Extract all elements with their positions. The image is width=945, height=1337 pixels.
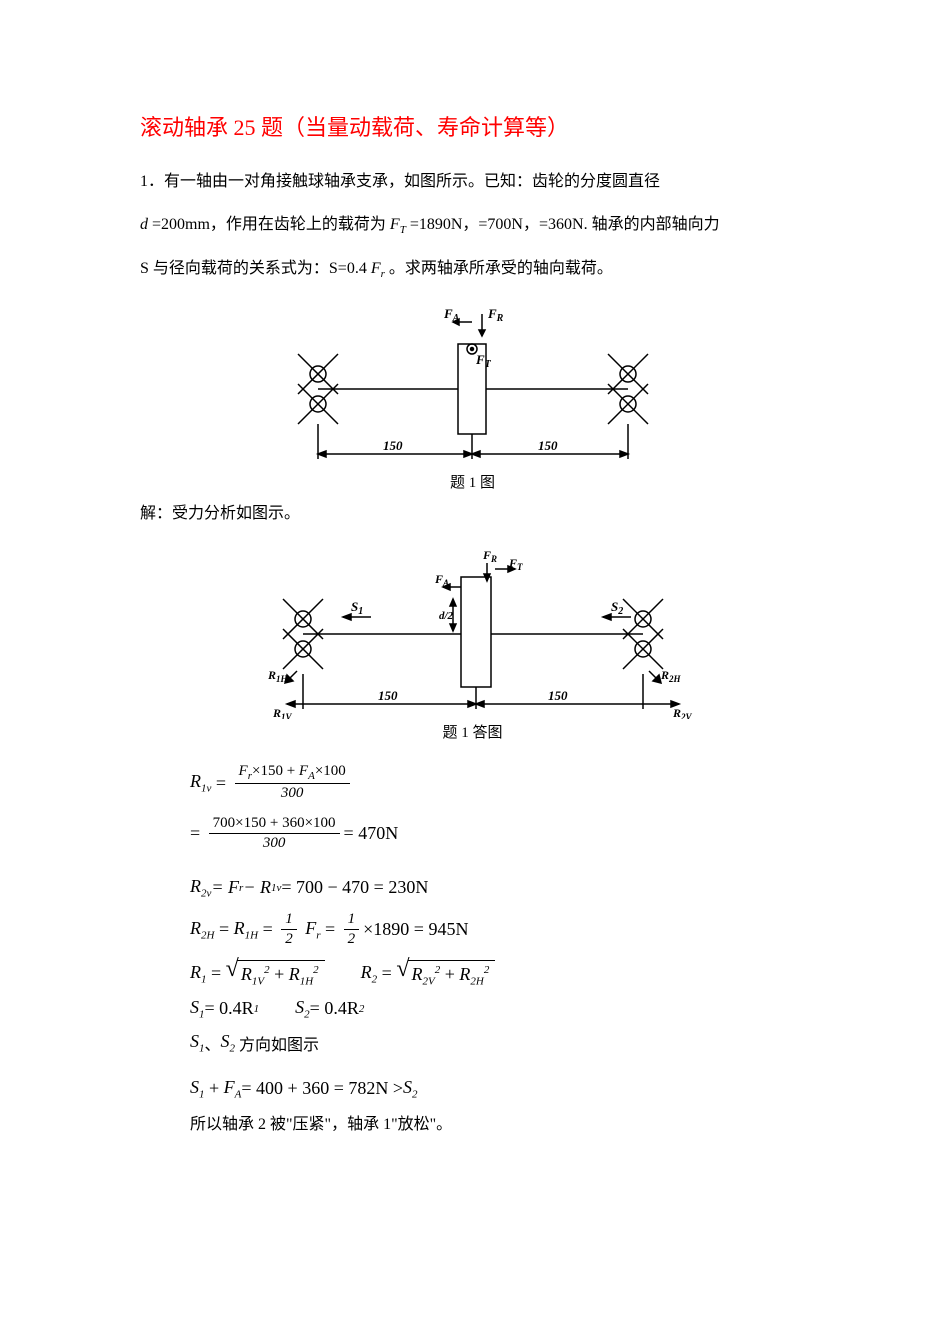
svg-text:150: 150 — [378, 688, 398, 703]
paragraph-1: 1．有一轴由一对角接触球轴承支承，如图所示。已知：齿轮的分度圆直径 — [140, 164, 805, 199]
eq-S1-S2: S1 = 0.4R1 S2 = 0.4R2 — [190, 997, 805, 1021]
svg-text:d/2: d/2 — [439, 610, 454, 622]
svg-text:FA: FA — [443, 306, 460, 324]
svg-text:FA: FA — [434, 572, 449, 588]
var-Fr-sub: r — [381, 268, 385, 280]
sqrt-R2: √ R2V2 + R2H2 — [396, 960, 495, 988]
svg-text:150: 150 — [548, 688, 568, 703]
eq-R2v: R2v = Fr − R1v = 700 − 470 = 230N — [190, 876, 805, 900]
figure-2-caption: 题 1 答图 — [442, 721, 502, 742]
solve-label: 解：受力分析如图示。 — [140, 496, 805, 531]
figure-2-svg: S1 S2 R1H R2H R1V R2V FR FT FA d/2 150 1… — [243, 539, 703, 719]
figure-1-caption: 题 1 图 — [450, 471, 495, 492]
formulae-block: R1v = Fr×150 + FA×100 300 = 700×150 + 36… — [190, 762, 805, 1134]
svg-text:FR: FR — [487, 306, 504, 324]
p1c-a: S 与径向载荷的关系式为：S=0.4 — [140, 260, 367, 277]
svg-text:R1H: R1H — [267, 668, 289, 684]
svg-text:R2V: R2V — [672, 706, 693, 719]
frac-R1v2: 700×150 + 360×100 300 — [209, 814, 340, 854]
paragraph-1c: S 与径向载荷的关系式为：S=0.4 Fr 。求两轴承所承受的轴向载荷。 — [140, 251, 805, 286]
svg-text:S1: S1 — [351, 599, 363, 617]
eq-R2H: R2H = R1H = 1 2 Fr = 1 2 ×1890 = 945N — [190, 910, 805, 950]
frac-half-1: 1 2 — [281, 910, 297, 950]
figure-2: S1 S2 R1H R2H R1V R2V FR FT FA d/2 150 1… — [140, 539, 805, 742]
svg-text:150: 150 — [383, 438, 403, 453]
p1-text-a: 1．有一轴由一对角接触球轴承支承，如图所示。已知：齿轮的分度圆直径 — [140, 173, 660, 190]
eq-R1v-a: R1v = Fr×150 + FA×100 300 — [190, 762, 805, 804]
var-FT: F — [390, 216, 400, 233]
svg-text:FT: FT — [508, 556, 523, 572]
p1b-eq: =200mm，作用在齿轮上的载荷为 — [152, 216, 386, 233]
svg-text:R1V: R1V — [272, 706, 293, 719]
page-title: 滚动轴承 25 题（当量动载荷、寿命计算等） — [140, 110, 805, 142]
svg-text:150: 150 — [538, 438, 558, 453]
var-Fr: F — [371, 260, 381, 277]
page: 滚动轴承 25 题（当量动载荷、寿命计算等） 1．有一轴由一对角接触球轴承支承，… — [0, 0, 945, 1337]
frac-half-2: 1 2 — [344, 910, 360, 950]
sqrt-R1: √ R1V2 + R1H2 — [226, 960, 325, 988]
svg-text:R2H: R2H — [660, 668, 682, 684]
figure-1: FA FR FT 150 150 题 1 图 — [140, 294, 805, 492]
eq-conclusion: 所以轴承 2 被"压紧"，轴承 1"放松"。 — [190, 1110, 805, 1134]
R1v-lhs: R1v — [190, 771, 211, 795]
eq-last: S1 + FA = 400 + 360 = 782N > S2 — [190, 1077, 805, 1101]
figure-1-svg: FA FR FT 150 150 — [258, 294, 688, 469]
svg-text:FR: FR — [482, 548, 497, 564]
eq-direction: S1 、 S2 方向如图示 — [190, 1031, 805, 1055]
frac-R1v: Fr×150 + FA×100 300 — [235, 762, 350, 804]
svg-text:S2: S2 — [611, 599, 623, 617]
var-FT-sub: T — [400, 224, 406, 236]
eq-R1-R2-sqrt: R1 = √ R1V2 + R1H2 R2 = √ R2V2 + R2H2 — [190, 960, 805, 988]
paragraph-1b: d =200mm，作用在齿轮上的载荷为 FT =1890N，=700N，=360… — [140, 207, 805, 242]
var-d: d — [140, 216, 148, 233]
p1b-tail: =1890N，=700N，=360N. 轴承的内部轴向力 — [410, 216, 720, 233]
p1c-tail: 。求两轴承所承受的轴向载荷。 — [389, 260, 613, 277]
eq-R1v-b: = 700×150 + 360×100 300 = 470N — [190, 814, 805, 854]
